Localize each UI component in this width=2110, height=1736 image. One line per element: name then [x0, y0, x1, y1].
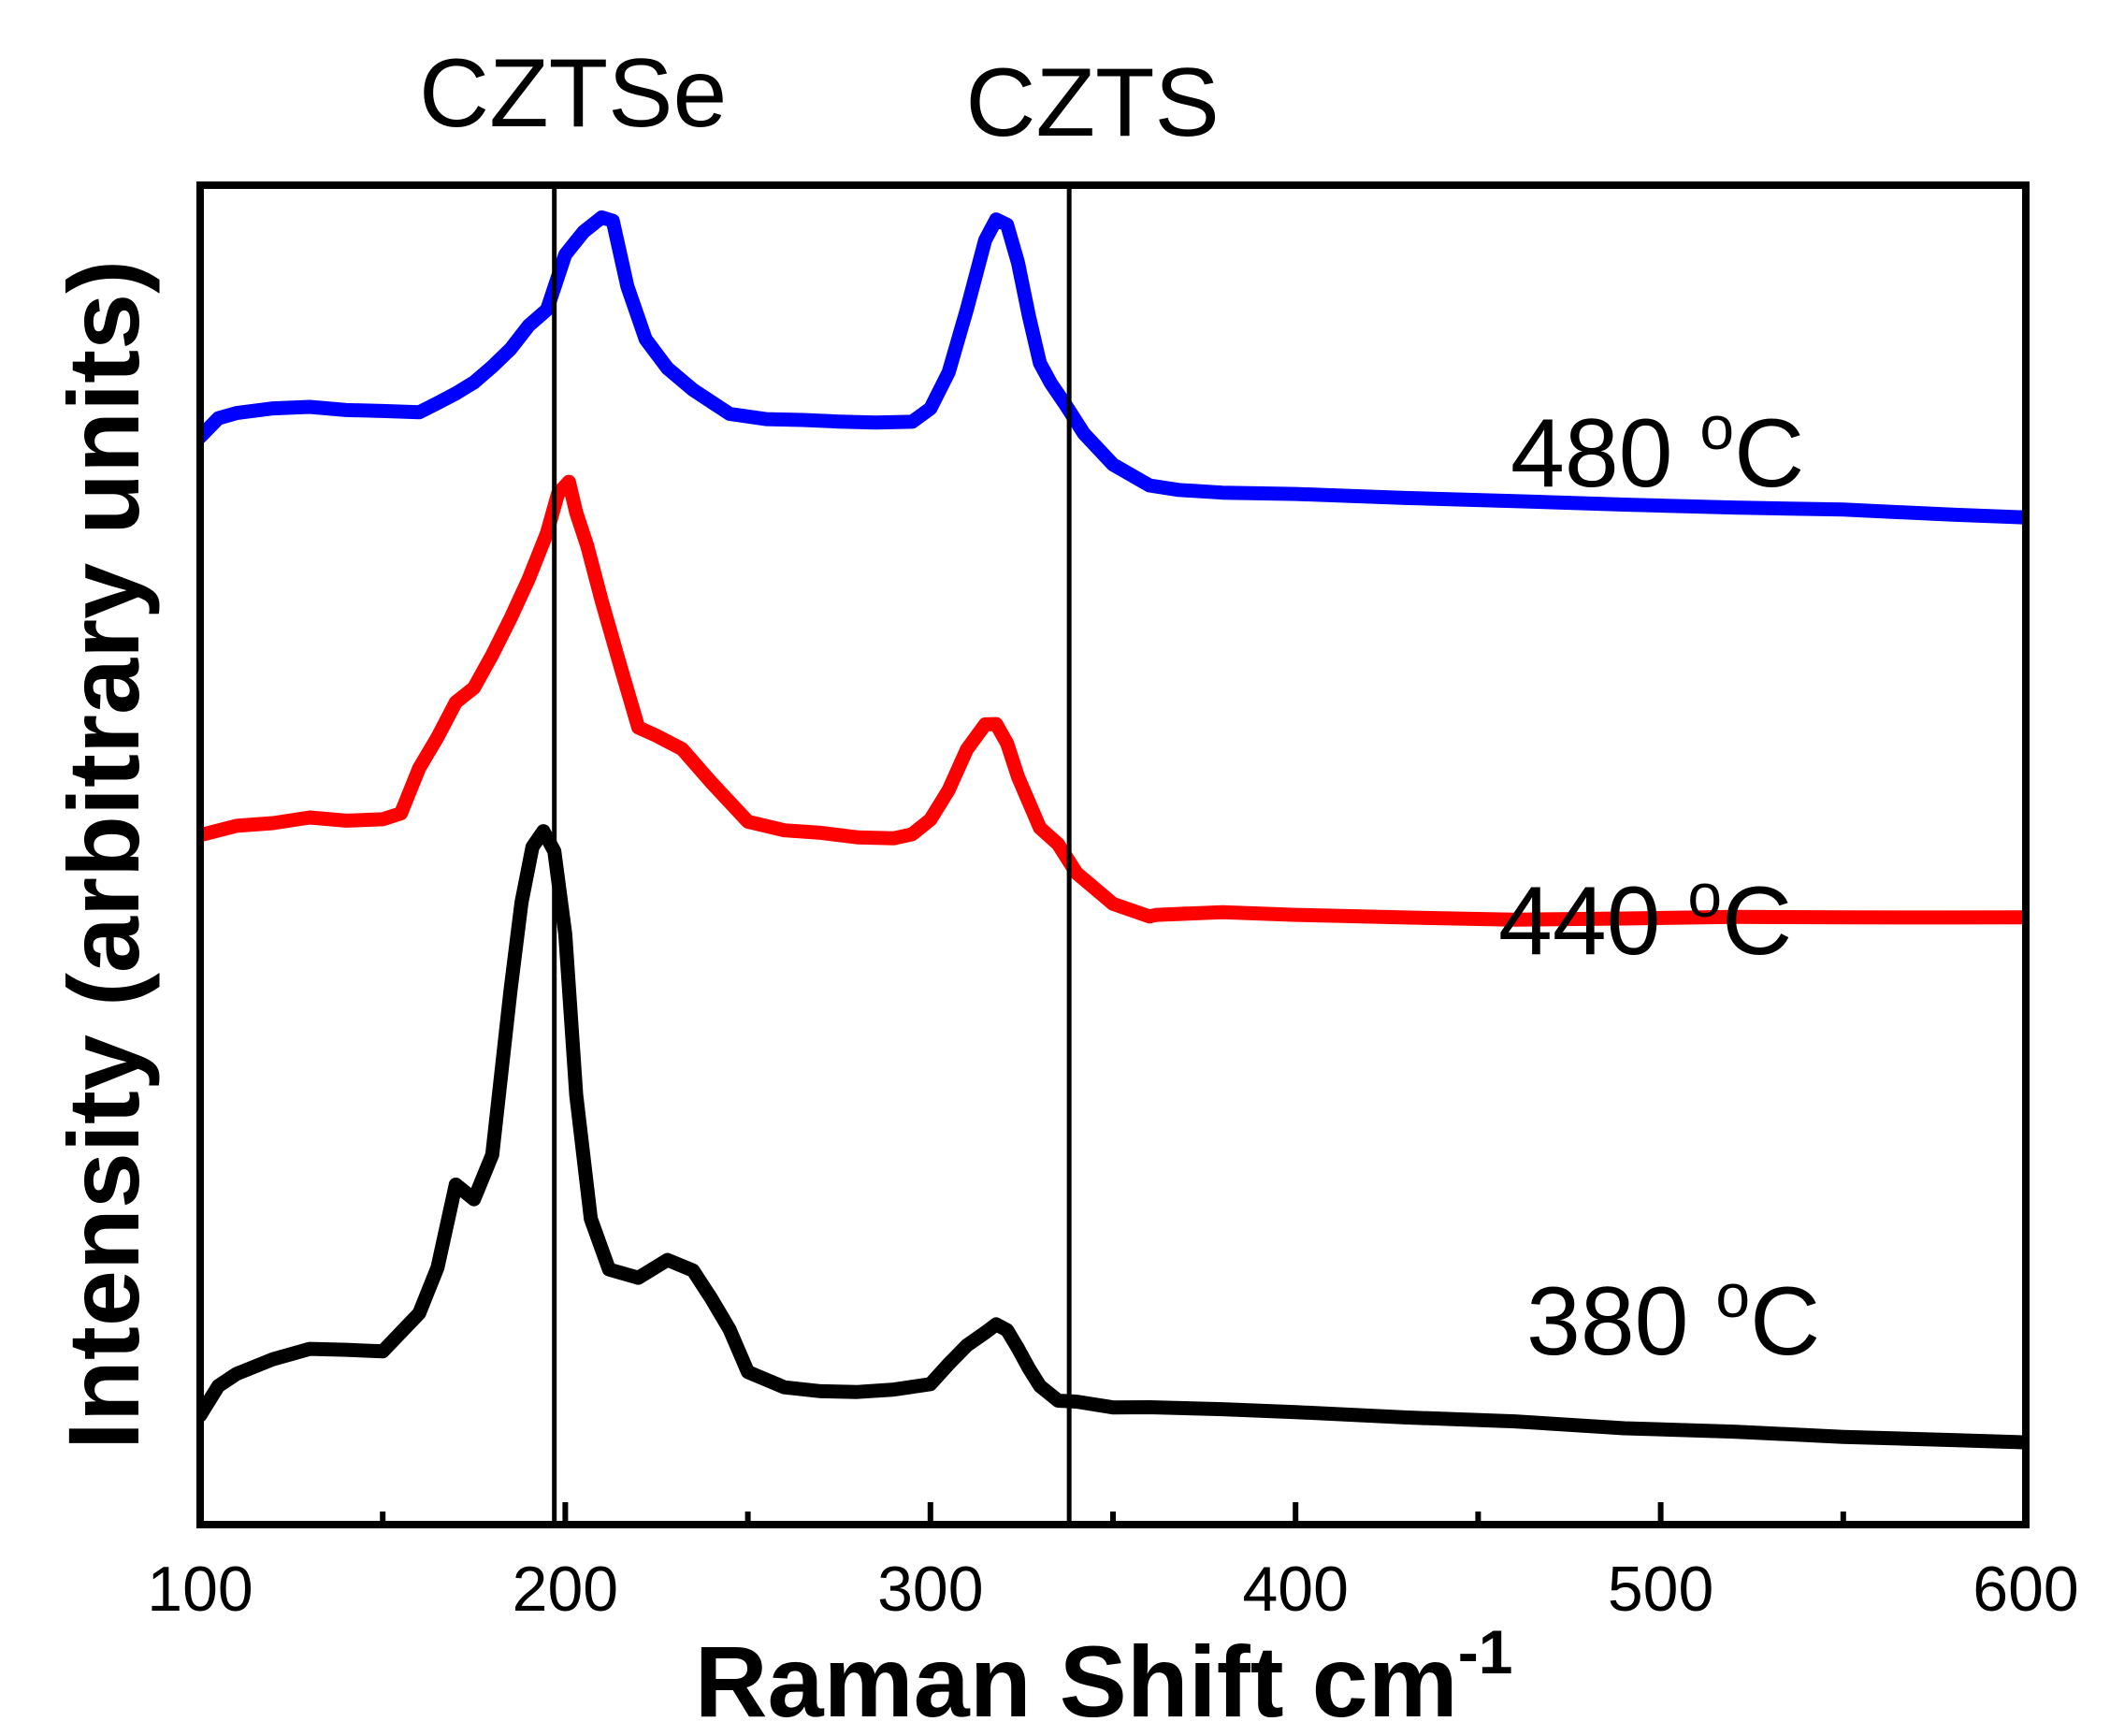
x-tick-label-500: 500 [1608, 1554, 1713, 1625]
x-minor-ticks [380, 1512, 1846, 1525]
series-line-380C [200, 824, 2026, 1450]
x-tick-label-200: 200 [513, 1554, 618, 1625]
x-tick-label-600: 600 [1973, 1554, 2078, 1625]
y-axis-title: Intensity (arbitrary units) [47, 260, 160, 1450]
series-line-440C [200, 474, 2026, 927]
x-tick-labels: 100 200 300 400 500 600 [147, 1554, 2078, 1625]
reference-label-cztse: CZTSe [419, 39, 727, 148]
x-major-ticks [197, 1502, 2029, 1525]
series-label-480C: 480 oC [1510, 393, 1804, 508]
reference-label-czts: CZTS [965, 49, 1220, 157]
series-line-480C [200, 210, 2026, 525]
x-tick-label-300: 300 [877, 1554, 983, 1625]
series-label-380C: 380 oC [1526, 1261, 1820, 1376]
x-tick-label-400: 400 [1242, 1554, 1348, 1625]
x-tick-label-100: 100 [147, 1554, 253, 1625]
series-label-440C: 440 oC [1498, 861, 1792, 976]
x-axis-title: Raman Shift cm-1 [695, 1617, 1513, 1736]
